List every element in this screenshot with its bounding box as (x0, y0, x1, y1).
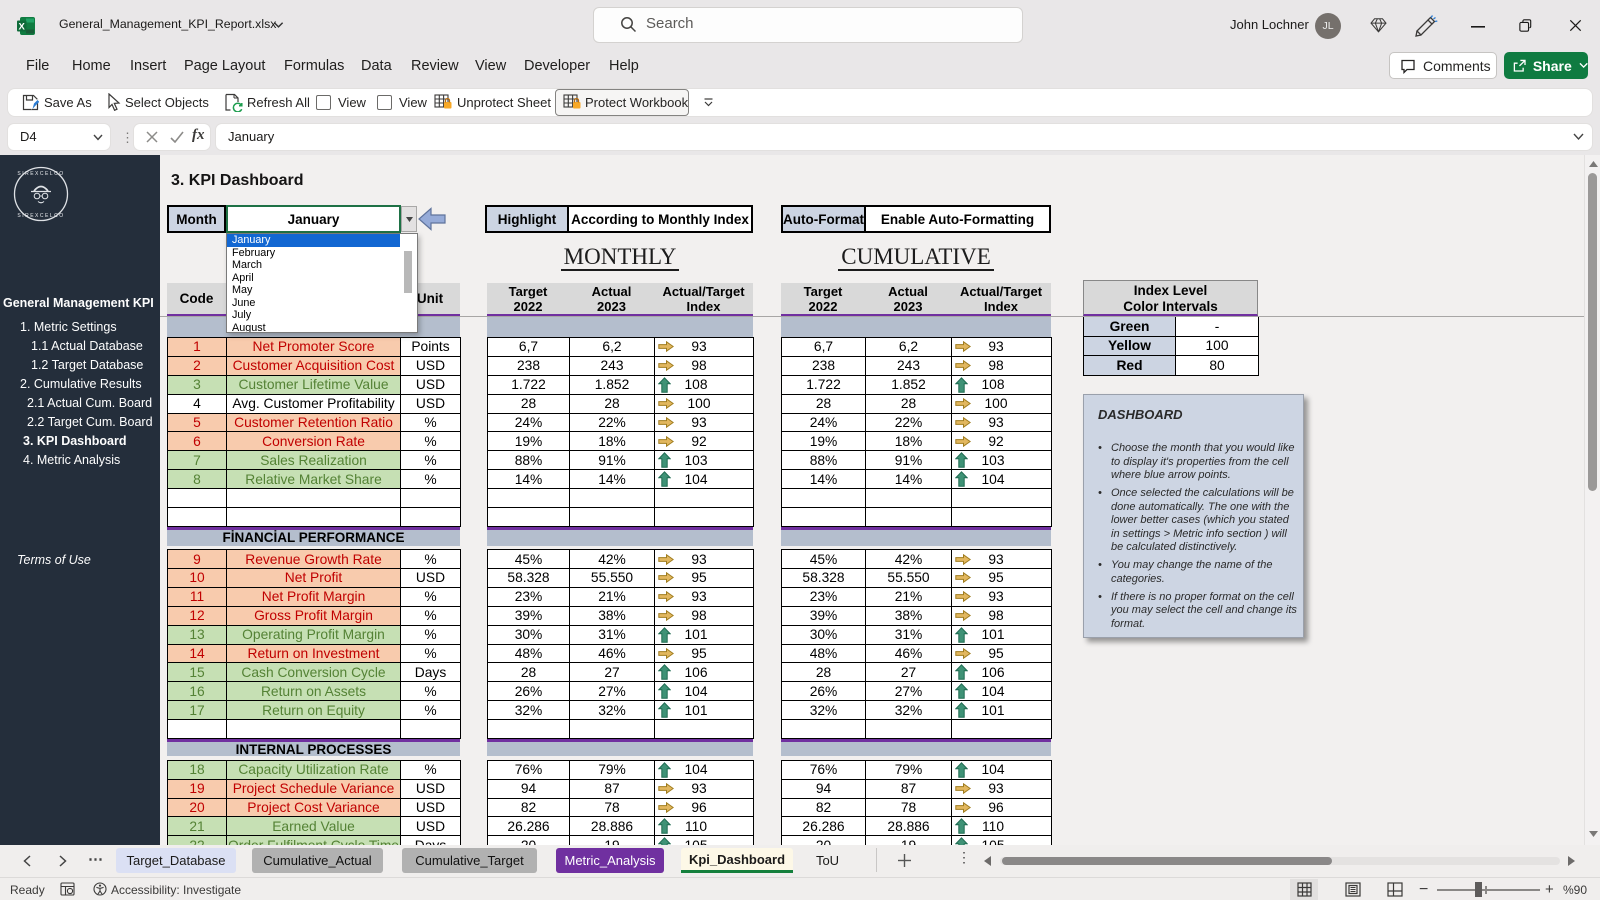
svg-text:SIREXCELCO: SIREXCELCO (17, 171, 64, 177)
svg-text:X: X (19, 22, 26, 33)
svg-text:SIREXCELCO: SIREXCELCO (17, 213, 64, 219)
